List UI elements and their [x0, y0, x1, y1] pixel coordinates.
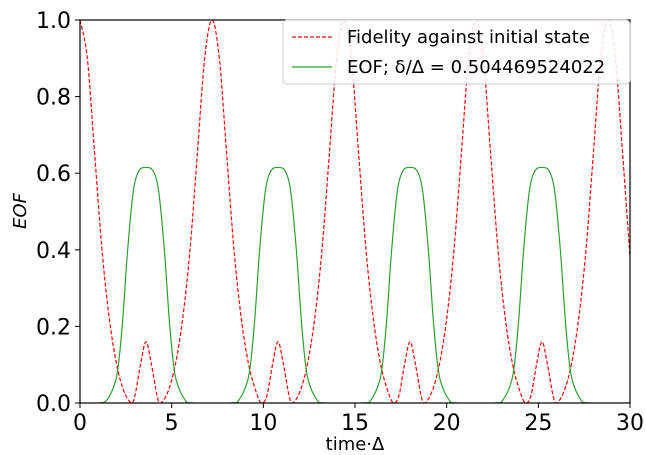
- x-tick-label: 25: [524, 411, 552, 436]
- legend-label-eof: EOF; δ/Δ = 0.504469524022: [347, 57, 605, 78]
- ticks-layer: 0 5 10 15 20 25 30 0.0 0.2 0.4 0.6 0.8 1.0: [36, 9, 644, 436]
- y-tick-label: 0.0: [36, 392, 71, 417]
- eof-series-line: [80, 166, 630, 403]
- legend: Fidelity against initial state EOF; δ/Δ …: [282, 19, 631, 85]
- x-tick-label: 15: [341, 411, 369, 436]
- y-tick-label: 0.6: [36, 162, 71, 187]
- y-tick-label: 0.4: [36, 239, 71, 264]
- x-tick-label: 10: [249, 411, 277, 436]
- x-tick-label: 20: [433, 411, 461, 436]
- y-tick-label: 0.2: [36, 315, 71, 340]
- y-tick-label: 1.0: [36, 9, 71, 34]
- y-tick-label: 0.8: [36, 86, 71, 111]
- legend-box: [282, 19, 631, 85]
- x-tick-label: 5: [165, 411, 179, 436]
- legend-label-fidelity: Fidelity against initial state: [347, 27, 590, 48]
- x-tick-label: 30: [616, 411, 644, 436]
- x-tick-label: 0: [73, 411, 87, 436]
- series-layer: [80, 20, 630, 403]
- y-axis-label: EOF: [10, 192, 31, 229]
- x-axis-label: time·Δ: [326, 434, 385, 455]
- fidelity-series-line: [80, 20, 630, 403]
